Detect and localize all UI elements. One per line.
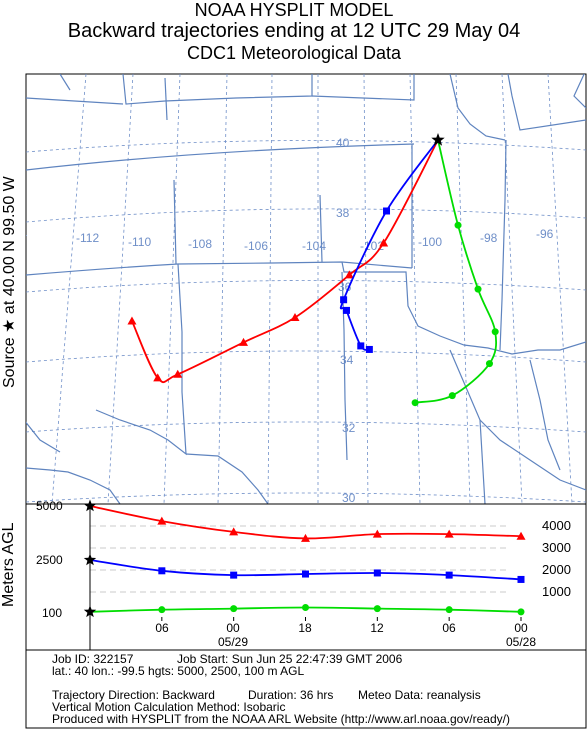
height-marker-2500 <box>445 571 453 579</box>
time-tick-label: 06 <box>155 621 169 635</box>
trajectory-marker-2500 <box>383 207 391 215</box>
chart-title-line3: CDC1 Meteorological Data <box>186 43 402 63</box>
latlon-grid <box>26 74 586 504</box>
duration: Duration: 36 hrs <box>248 688 334 702</box>
height-left-ticks: 5000 2500 100 <box>36 499 63 620</box>
height-right-ticks: 4000 3000 2000 1000 <box>542 518 571 599</box>
trajectory-marker-100 <box>491 328 499 336</box>
time-tick-label: 12 <box>370 621 384 635</box>
job-id: Job ID: 322157 <box>52 652 134 666</box>
source-star-icon <box>431 133 445 146</box>
trajectory-marker-100 <box>411 399 419 407</box>
lat-tick-label: 32 <box>342 421 356 435</box>
height-marker-100 <box>302 604 309 612</box>
job-start: Job Start: Sun Jun 25 22:47:39 GMT 2006 <box>177 652 403 666</box>
height-axis-label: Meters AGL <box>0 522 17 607</box>
date-label: 05/29 <box>218 635 248 649</box>
footer-frame <box>25 649 587 729</box>
map-background: -114 -112 -110 -108 -106 -104 -102 -100 … <box>4 74 586 505</box>
trajectory-marker-5000 <box>127 316 137 325</box>
height-marker-5000 <box>372 529 382 538</box>
lat-tick-label: 34 <box>340 353 354 367</box>
height-tick-label: 3000 <box>542 540 571 555</box>
height-marker-100 <box>445 606 453 614</box>
height-tick-label: 4000 <box>542 518 571 533</box>
latitude-labels: 40 38 36 34 32 30 <box>336 136 356 505</box>
height-marker-100 <box>373 605 381 613</box>
time-axis-labels: 06 00 18 12 06 00 05/29 05/28 <box>155 621 536 649</box>
lat-tick-label: 38 <box>336 206 350 220</box>
height-marker-2500 <box>373 569 381 577</box>
trajectory-marker-100 <box>474 285 482 293</box>
trajectory-marker-5000 <box>173 369 183 378</box>
trajectory-marker-5000 <box>344 270 354 279</box>
lat-tick-label: 40 <box>336 136 350 150</box>
longitude-labels: -114 -112 -110 -108 -106 -104 -102 -100 … <box>4 227 554 253</box>
height-marker-5000 <box>157 516 167 525</box>
height-marker-2500 <box>517 575 525 583</box>
height-marker-100 <box>158 606 166 614</box>
trajectory-marker-100 <box>454 221 462 229</box>
height-marker-5000 <box>301 533 310 542</box>
lon-tick-label: -100 <box>418 235 442 249</box>
height-tick-label: 1000 <box>542 584 571 599</box>
height-tick-label: 2500 <box>36 553 63 567</box>
height-trajectories <box>83 499 526 618</box>
lon-tick-label: -104 <box>302 239 326 253</box>
lon-tick-label: -108 <box>188 237 212 251</box>
height-tick-label: 100 <box>42 606 62 620</box>
height-marker-100 <box>230 605 238 613</box>
trajectory-direction: Trajectory Direction: Backward <box>52 688 215 702</box>
height-tick-label: 5000 <box>36 499 63 513</box>
lon-tick-label: -98 <box>480 231 498 245</box>
height-marker-5000 <box>516 531 526 540</box>
lon-tick-label: -110 <box>128 235 151 249</box>
source-location-label: Source ★ at 40.00 N 99.50 W <box>1 175 18 388</box>
trajectory-marker-5000 <box>239 337 249 346</box>
meteo-data: Meteo Data: reanalysis <box>358 688 481 702</box>
trajectory-marker-5000 <box>379 238 389 247</box>
trajectory-marker-2500 <box>342 306 350 314</box>
chart-title-line2: Backward trajectories ending at 12 UTC 2… <box>67 20 521 42</box>
trajectory-marker-100 <box>485 360 493 368</box>
start-star-icon <box>83 553 97 566</box>
height-marker-2500 <box>230 571 238 579</box>
height-marker-5000 <box>229 527 239 536</box>
start-star-icon <box>83 499 97 512</box>
trajectory-marker-2500 <box>340 296 348 304</box>
lat-tick-label: 30 <box>342 491 356 505</box>
vertical-motion-method: Vertical Motion Calculation Method: Isob… <box>52 700 286 714</box>
chart-title-line1: NOAA HYSPLIT MODEL <box>194 0 394 20</box>
job-location: lat.: 40 lon.: -99.5 hgts: 5000, 2500, 1… <box>52 664 305 678</box>
time-tick-label: 00 <box>514 621 528 635</box>
time-tick-label: 18 <box>298 621 312 635</box>
height-marker-2500 <box>302 570 309 578</box>
trajectory-marker-2500 <box>365 345 373 353</box>
lon-tick-label: -114 <box>4 227 27 241</box>
start-star-icon <box>83 605 97 618</box>
height-marker-100 <box>517 608 525 616</box>
time-tick-label: 00 <box>226 621 240 635</box>
height-marker-5000 <box>444 529 454 538</box>
date-label: 05/28 <box>506 635 536 649</box>
trajectory-marker-100 <box>448 392 456 400</box>
height-marker-2500 <box>158 567 166 575</box>
trajectory-marker-5000 <box>153 373 163 382</box>
state-borders <box>26 74 586 504</box>
lon-tick-label: -96 <box>536 227 554 241</box>
lon-tick-label: -106 <box>244 239 268 253</box>
trajectory-marker-5000 <box>290 313 300 321</box>
trajectory-marker-2500 <box>357 342 365 350</box>
height-tick-label: 2000 <box>542 562 571 577</box>
time-tick-label: 06 <box>442 621 456 635</box>
produced-with: Produced with HYSPLIT from the NOAA ARL … <box>52 712 510 726</box>
lon-tick-label: -112 <box>76 231 99 245</box>
map-trajectories <box>127 133 499 407</box>
